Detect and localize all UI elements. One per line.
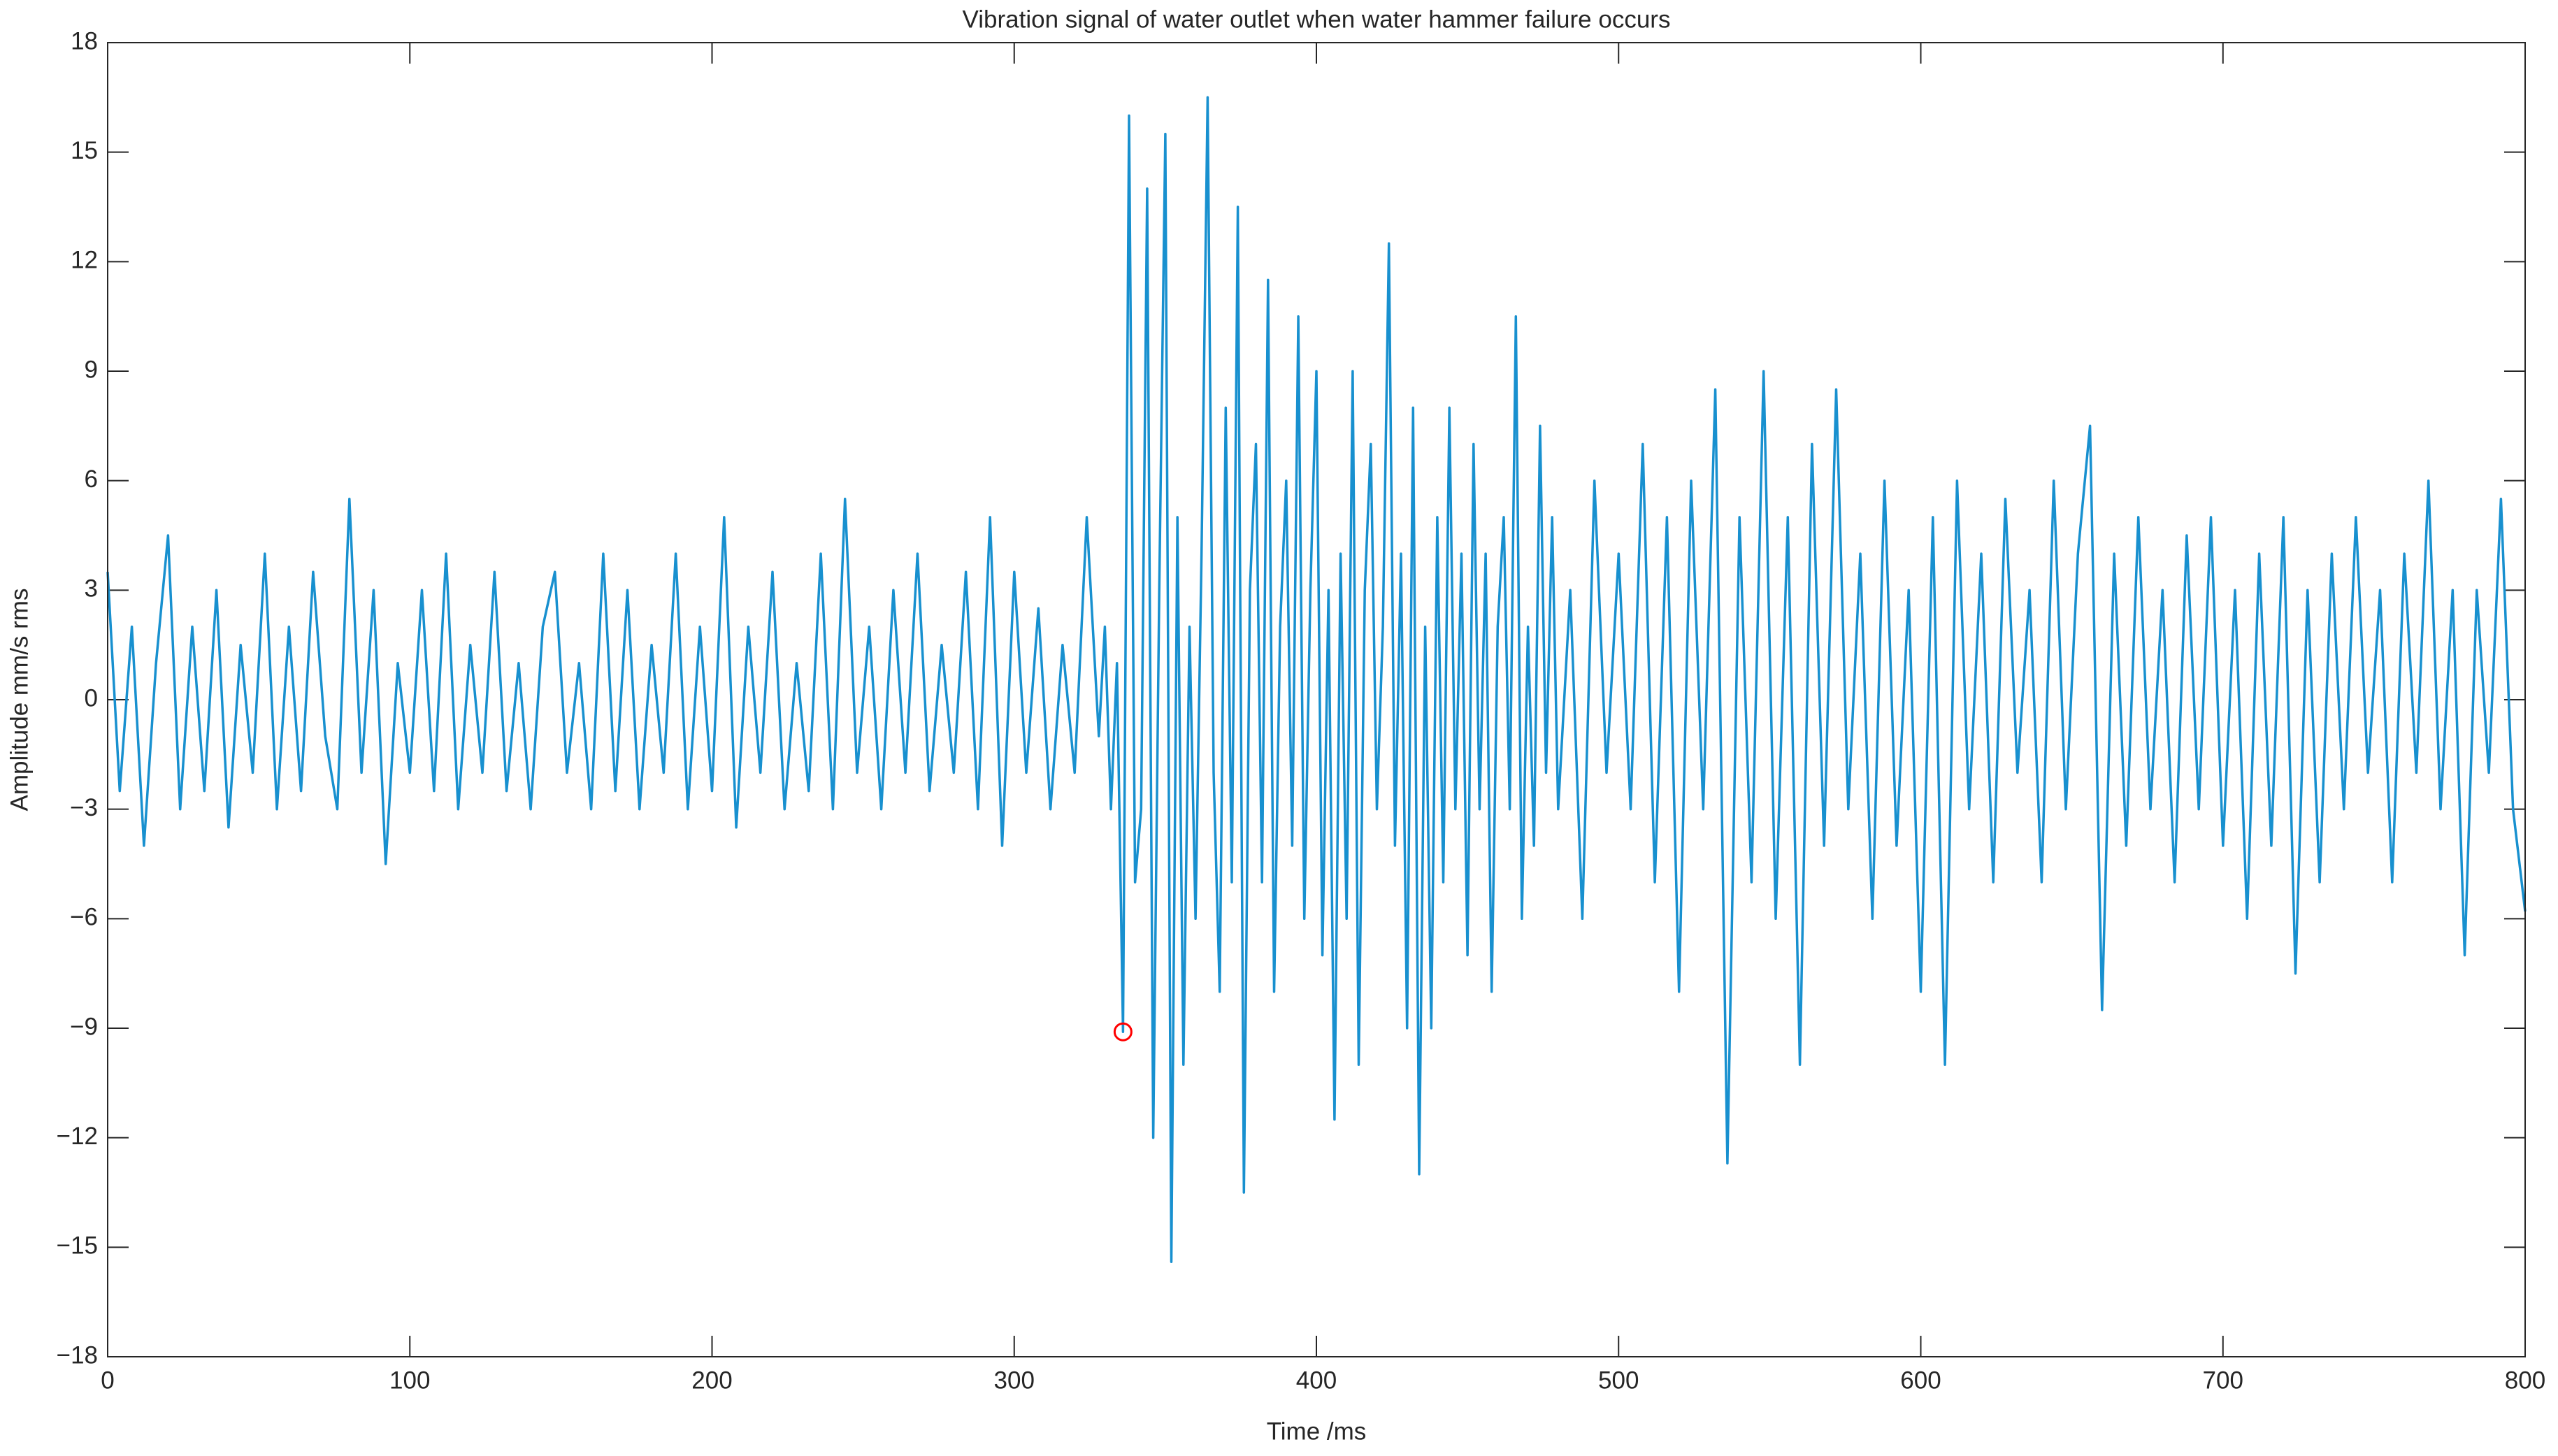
x-tick-label: 200 [691, 1367, 732, 1394]
y-axis-label: Amplitude mm/s rms [6, 589, 33, 812]
x-tick-label: 100 [389, 1367, 430, 1394]
y-tick-label: 3 [85, 575, 98, 603]
y-tick-label: 9 [85, 356, 98, 383]
y-tick-label: −12 [57, 1123, 98, 1150]
x-tick-label: 700 [2203, 1367, 2243, 1394]
y-tick-label: 15 [71, 137, 98, 164]
x-tick-label: 400 [1296, 1367, 1337, 1394]
y-tick-label: 12 [71, 247, 98, 274]
y-tick-label: −9 [70, 1013, 98, 1040]
y-tick-label: 6 [85, 466, 98, 493]
y-tick-label: −15 [57, 1232, 98, 1260]
x-axis-label: Time /ms [1267, 1418, 1367, 1445]
y-tick-label: −3 [70, 794, 98, 821]
x-tick-label: 500 [1598, 1367, 1639, 1394]
chart-title: Vibration signal of water outlet when wa… [963, 6, 1671, 33]
signal-line [106, 96, 2527, 1263]
x-tick-label: 800 [2505, 1367, 2545, 1394]
x-tick-label: 0 [101, 1367, 114, 1394]
marker [1113, 1022, 1133, 1041]
y-tick-label: −18 [57, 1341, 98, 1369]
y-tick-label: 18 [71, 27, 98, 55]
y-tick-label: −6 [70, 904, 98, 931]
x-tick-label: 600 [1900, 1367, 1941, 1394]
y-tick-label: 0 [85, 684, 98, 712]
axes-box [107, 42, 2526, 1357]
x-tick-label: 300 [994, 1367, 1035, 1394]
